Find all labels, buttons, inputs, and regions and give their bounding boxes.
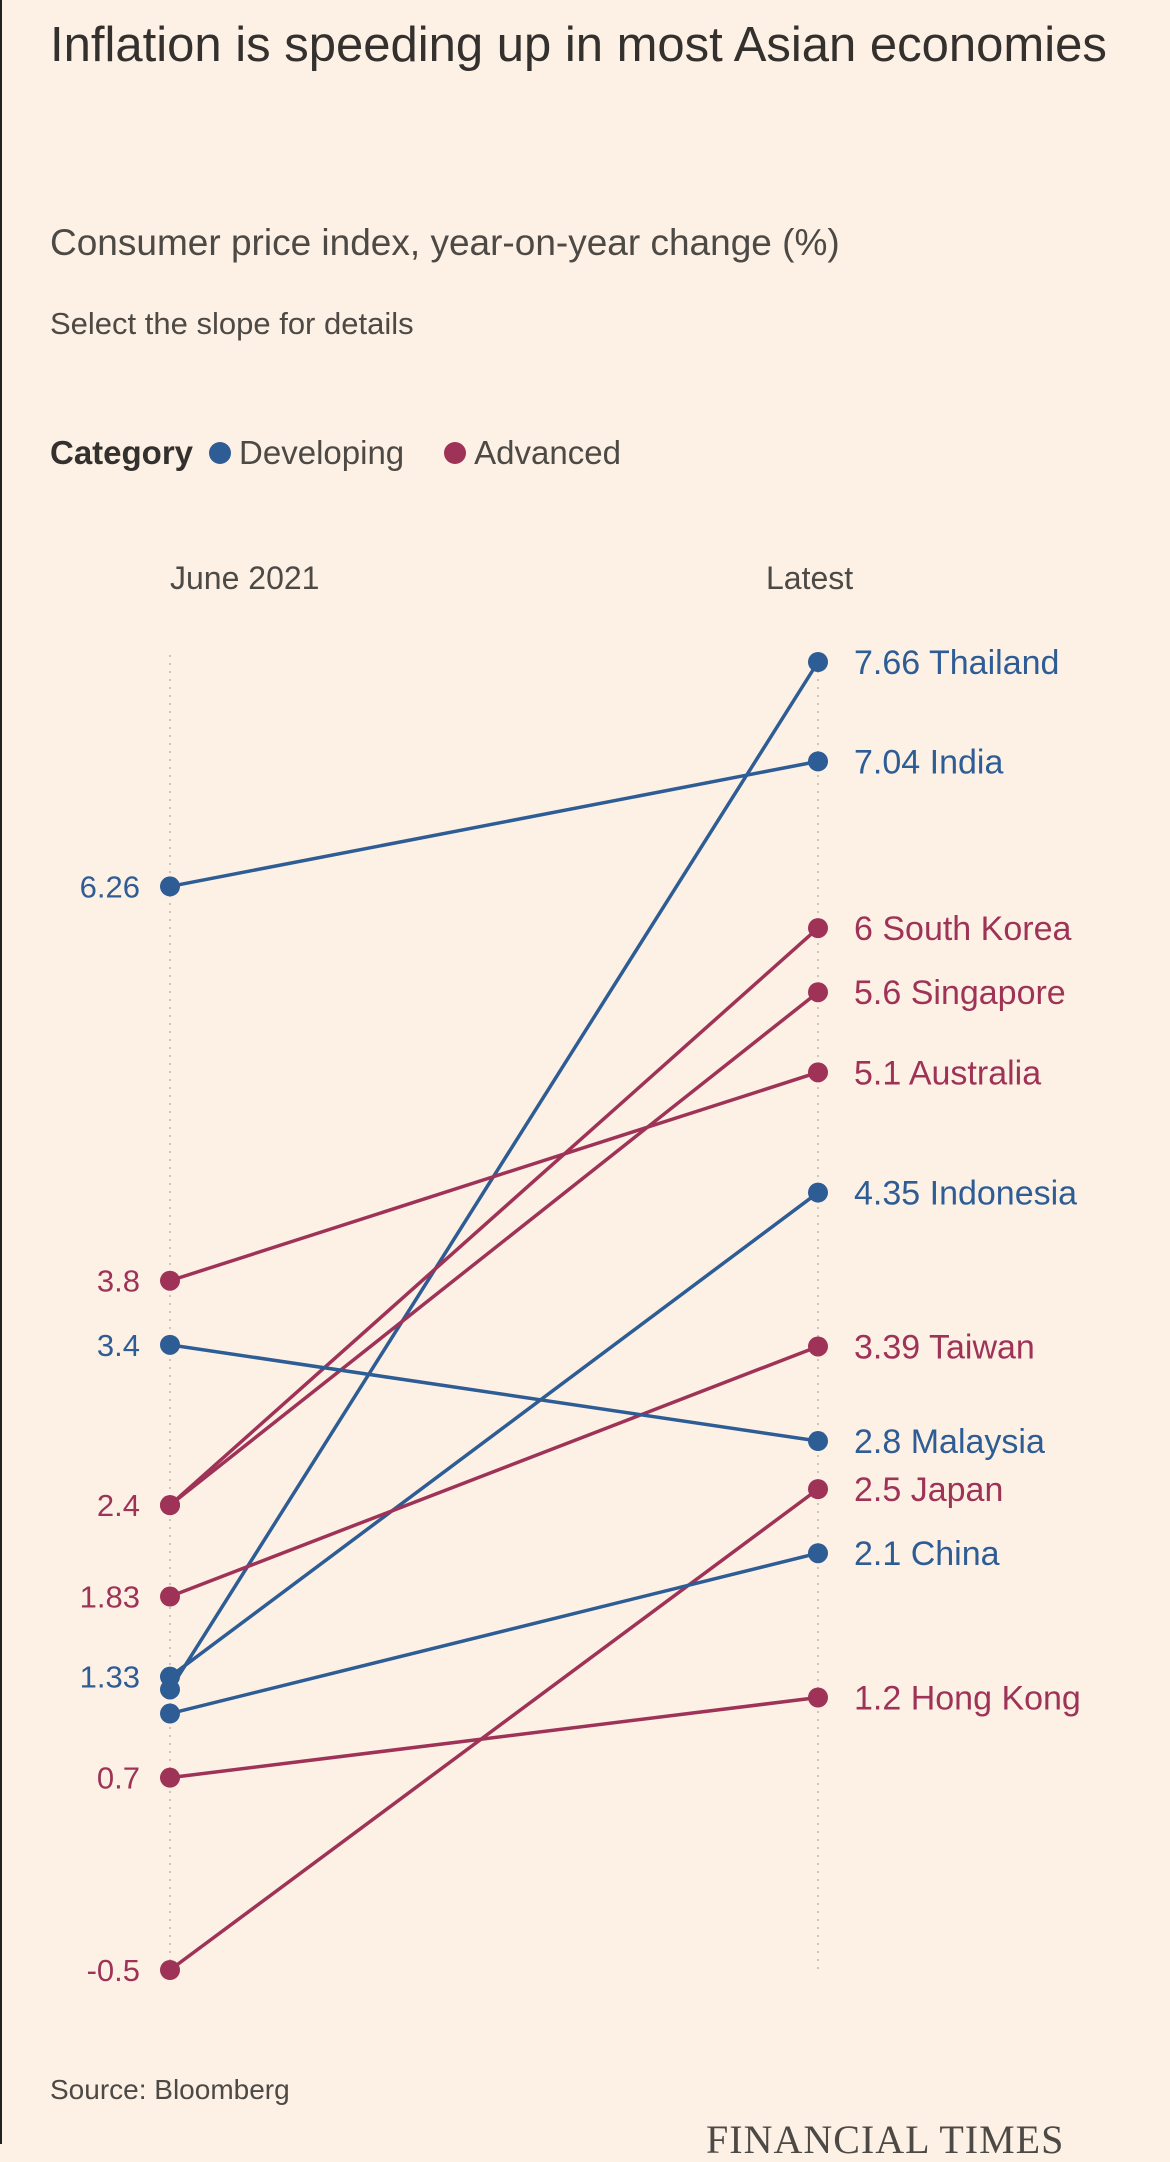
start-label-japan: -0.5 [87,1953,140,1988]
slope-line-japan[interactable] [168,1487,820,1972]
legend-label-developing: Developing [239,434,405,471]
start-point-taiwan [160,1586,180,1607]
end-point-taiwan [808,1336,828,1357]
end-point-hong-kong [808,1687,828,1708]
end-point-south-korea [808,918,828,939]
column-header-june-2021: June 2021 [170,560,320,596]
start-point-china [160,1703,180,1724]
slope-line-south-korea[interactable] [168,926,820,1507]
ft-logo: FINANCIAL TIMES [706,2117,1065,2162]
start-point-indonesia [160,1666,180,1687]
end-label-thailand: 7.66 Thailand [854,644,1059,682]
column-header-latest: Latest [766,560,854,596]
legend-item-developing[interactable]: Developing [209,434,404,472]
start-point-singapore [160,1495,180,1516]
end-point-malaysia [808,1431,828,1452]
start-point-malaysia [160,1334,180,1355]
chart-instruction: Select the slope for details [50,306,414,341]
end-point-thailand [808,652,828,672]
end-label-taiwan: 3.39 Taiwan [854,1328,1035,1366]
start-point-hong-kong [160,1767,180,1788]
slope-line-indonesia[interactable] [168,1191,820,1679]
end-label-india: 7.04 India [854,743,1003,781]
slope-line-india[interactable] [169,759,819,889]
slope-line-china[interactable] [169,1551,819,1716]
end-label-singapore: 5.6 Singapore [854,974,1066,1012]
end-label-china: 2.1 China [854,1535,1000,1573]
legend-item-advanced[interactable]: Advanced [444,434,621,472]
end-point-china [808,1543,828,1564]
start-label-south-korea: 2.4 [97,1488,140,1523]
legend-dot-icon [444,442,467,464]
start-label-taiwan: 1.83 [80,1580,140,1615]
end-label-south-korea: 6 South Korea [854,910,1071,948]
end-point-japan [808,1479,828,1500]
chart-title: Inflation is speeding up in most Asian e… [50,18,1107,72]
start-point-japan [160,1960,180,1980]
start-label-india: 6.26 [80,869,140,904]
end-point-australia [808,1062,828,1083]
end-point-india [808,751,828,772]
start-point-australia [160,1270,180,1291]
start-label-indonesia: 1.33 [80,1660,140,1695]
end-point-singapore [808,982,828,1003]
source-note: Source: Bloomberg [50,2074,290,2105]
slope-line-australia[interactable] [169,1070,819,1283]
slope-line-taiwan[interactable] [169,1344,819,1599]
start-point-india [160,876,180,897]
slope-line-malaysia[interactable] [169,1343,819,1443]
legend-dot-icon [209,442,232,464]
start-label-malaysia: 3.4 [97,1328,140,1363]
end-point-indonesia [808,1182,828,1203]
slope-line-singapore[interactable] [168,990,820,1507]
slope-line-hong-kong[interactable] [169,1695,819,1780]
start-label-australia: 3.8 [97,1264,140,1299]
chart-subtitle: Consumer price index, year-on-year chang… [50,222,840,263]
end-label-indonesia: 4.35 Indonesia [854,1175,1077,1213]
legend-title: Category [50,434,194,471]
start-label-hong-kong: 0.7 [97,1761,140,1796]
end-label-australia: 5.1 Australia [854,1054,1041,1092]
end-label-malaysia: 2.8 Malaysia [854,1423,1045,1461]
end-label-japan: 2.5 Japan [854,1471,1003,1509]
legend: Category Developing Advanced [50,434,661,472]
legend-label-advanced: Advanced [474,434,621,471]
end-label-hong-kong: 1.2 Hong Kong [854,1680,1081,1718]
